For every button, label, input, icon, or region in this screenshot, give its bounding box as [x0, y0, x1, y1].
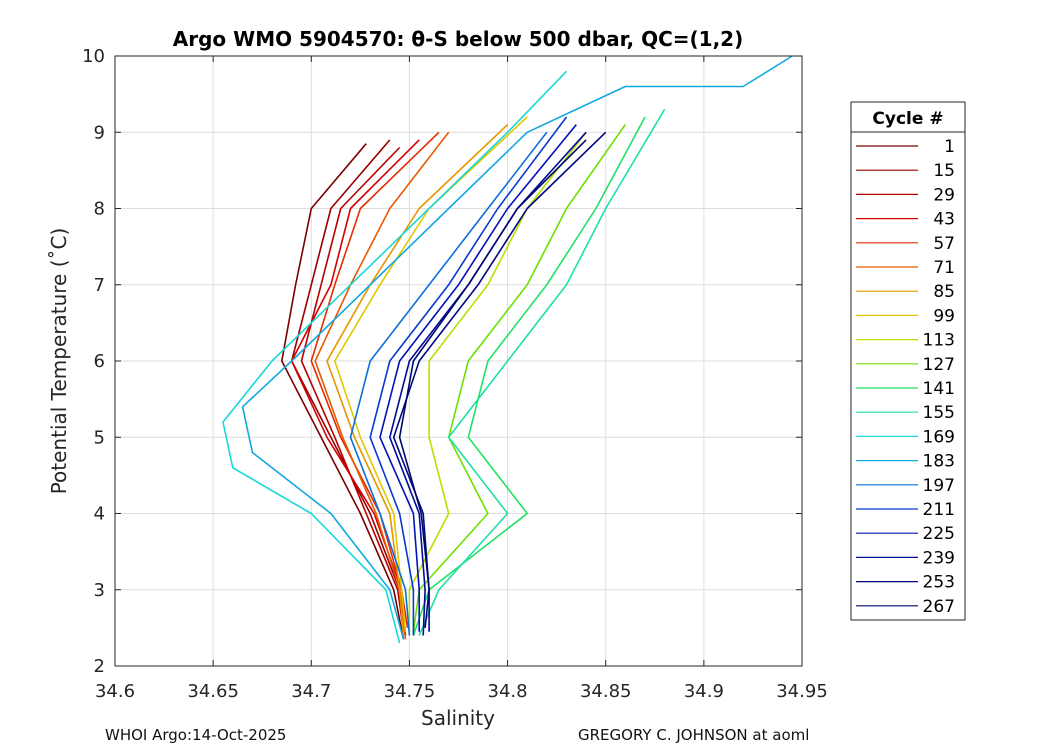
legend-label-cycle-99: 99: [933, 306, 955, 326]
x-tick-label: 34.65: [187, 681, 239, 702]
y-tick-label: 10: [82, 46, 105, 67]
series-line-cycle-267: [398, 139, 587, 628]
legend-label-cycle-85: 85: [933, 282, 955, 302]
series-layer: [222, 55, 793, 644]
legend-label-cycle-211: 211: [923, 500, 955, 520]
legend-label-cycle-141: 141: [923, 379, 955, 399]
x-tick-label: 34.9: [684, 681, 724, 702]
series-line-cycle-43: [290, 139, 420, 636]
legend-label-cycle-267: 267: [923, 597, 955, 617]
x-tick-label: 34.75: [384, 681, 436, 702]
footer-left-credit: WHOI Argo:14-Oct-2025: [105, 726, 287, 744]
y-tick-label: 6: [94, 351, 105, 372]
legend-label-cycle-253: 253: [923, 573, 955, 593]
legend-label-cycle-43: 43: [933, 210, 955, 230]
x-tick-label: 34.85: [580, 681, 632, 702]
series-line-cycle-225: [379, 124, 577, 632]
series-line-cycle-183: [241, 55, 793, 640]
series-line-cycle-197: [349, 131, 548, 636]
y-tick-label: 4: [94, 504, 105, 525]
legend-label-cycle-57: 57: [933, 234, 955, 254]
legend-label-cycle-183: 183: [923, 452, 955, 472]
y-tick-label: 8: [94, 199, 105, 220]
x-tick-label: 34.6: [95, 681, 135, 702]
series-line-cycle-127: [412, 124, 626, 632]
series-line-cycle-71: [314, 131, 450, 640]
x-axis-ticks: 34.6 34.65 34.7 34.75 34.8 34.85 34.9 34.95: [95, 56, 828, 702]
series-line-cycle-1: [280, 143, 405, 640]
y-tick-label: 9: [94, 122, 105, 143]
grid-lines: [114, 55, 803, 667]
series-line-cycle-15: [290, 139, 407, 636]
chart-title: Argo WMO 5904570: θ-S below 500 dbar, QC…: [173, 27, 743, 51]
legend: Cycle # 1 15 29 43 57 71 85 99 113 127 141 155 169 18…: [850, 101, 966, 621]
y-axis-label: Potential Temperature (˚C): [47, 228, 71, 495]
legend-label-cycle-71: 71: [933, 258, 955, 278]
series-line-cycle-155: [418, 108, 666, 636]
y-axis-ticks: 2 3 4 5 6 7 8 9 10: [82, 46, 802, 677]
x-tick-label: 34.8: [488, 681, 528, 702]
footer-right-credit: GREGORY C. JOHNSON at aoml: [578, 726, 810, 744]
series-line-cycle-29: [300, 146, 405, 632]
series-line-cycle-99: [333, 116, 528, 632]
legend-label-cycle-1: 1: [944, 137, 955, 157]
legend-label-cycle-197: 197: [923, 476, 955, 496]
legend-label-cycle-127: 127: [923, 355, 955, 375]
series-line-cycle-169: [222, 70, 568, 644]
series-line-cycle-57: [310, 131, 440, 629]
series-line-cycle-211: [369, 116, 568, 636]
x-tick-label: 34.7: [291, 681, 331, 702]
x-axis-label: Salinity: [421, 706, 495, 730]
series-line-cycle-113: [408, 131, 587, 636]
legend-label-cycle-239: 239: [923, 548, 955, 568]
y-tick-label: 3: [94, 580, 105, 601]
legend-label-cycle-225: 225: [923, 524, 955, 544]
legend-title: Cycle #: [872, 109, 943, 129]
series-line-cycle-85: [326, 124, 509, 636]
legend-items: 1 15 29 43 57 71 85 99 113 127 141 155 169 183 197 211 2…: [856, 137, 955, 617]
legend-label-cycle-169: 169: [923, 427, 955, 447]
legend-label-cycle-15: 15: [933, 161, 955, 181]
y-tick-label: 2: [94, 656, 105, 677]
legend-label-cycle-29: 29: [933, 185, 955, 205]
x-tick-label: 34.95: [776, 681, 828, 702]
y-tick-label: 5: [94, 427, 105, 448]
y-tick-label: 7: [94, 275, 105, 296]
legend-label-cycle-155: 155: [923, 403, 955, 423]
legend-label-cycle-113: 113: [923, 331, 955, 351]
